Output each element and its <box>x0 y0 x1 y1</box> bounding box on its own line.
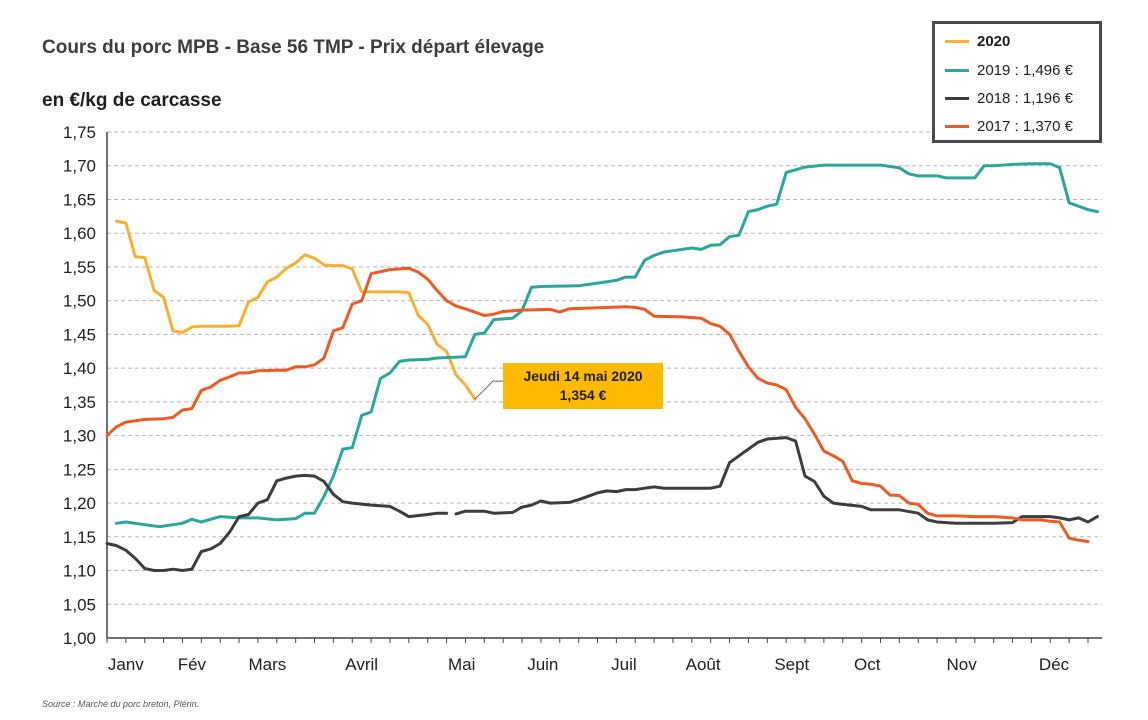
axes <box>106 132 1102 643</box>
x-month-label: Mai <box>448 655 475 674</box>
legend-label-2020: 2020 <box>977 32 1011 50</box>
callout-value: 1,354 € <box>559 387 607 403</box>
legend: 2020 2019 : 1,496 € 2018 : 1,196 € 2017 … <box>932 21 1102 143</box>
y-tick-label: 1,70 <box>63 157 96 176</box>
series-line <box>105 473 449 572</box>
y-tick-label: 1,00 <box>63 629 96 648</box>
y-tick-label: 1,30 <box>63 427 96 446</box>
callout-leader <box>474 380 503 400</box>
series-line <box>105 266 1090 543</box>
y-tick-label: 1,05 <box>63 595 96 614</box>
x-month-label: Juin <box>527 655 558 674</box>
legend-item-2020: 2020 <box>945 29 1010 53</box>
legend-swatch-2017 <box>945 124 969 128</box>
callout-date: Jeudi 14 mai 2020 <box>523 368 643 384</box>
y-tick-label: 1,25 <box>63 460 96 479</box>
series-line <box>114 162 1099 529</box>
x-month-label: Mars <box>248 655 286 674</box>
x-month-labels: Janv Fév Mars Avril Mai Juin Juil Août Sept Oct No… <box>108 655 1070 674</box>
legend-label-2019: 2019 : 1,496 € <box>977 61 1073 79</box>
x-month-label: Juil <box>611 655 637 674</box>
legend-item-2019: 2019 : 1,496 € <box>945 58 1073 82</box>
x-month-label: Déc <box>1039 655 1070 674</box>
y-tick-labels: 1,00 1,05 1,10 1,15 1,20 1,25 1,30 1,35 1,40 1,45… <box>63 123 96 648</box>
y-tick-label: 1,75 <box>63 123 96 142</box>
y-tick-label: 1,60 <box>63 224 96 243</box>
legend-label-2017: 2017 : 1,370 € <box>977 117 1073 135</box>
x-month-label: Août <box>686 655 721 674</box>
source-note: Source : Marché du porc breton, Plérin. <box>42 699 200 709</box>
x-month-label: Avril <box>345 655 378 674</box>
y-tick-label: 1,10 <box>63 562 96 581</box>
x-month-label: Janv <box>108 655 144 674</box>
page-title: Cours du porc MPB - Base 56 TMP - Prix d… <box>42 37 545 58</box>
x-month-label: Nov <box>946 655 977 674</box>
y-tick-label: 1,45 <box>63 325 96 344</box>
y-tick-label: 1,15 <box>63 528 96 547</box>
legend-item-2018: 2018 : 1,196 € <box>945 86 1073 110</box>
x-month-label: Sept <box>774 655 809 674</box>
x-month-label: Oct <box>854 655 881 674</box>
y-tick-label: 1,55 <box>63 258 96 277</box>
legend-swatch-2020 <box>945 39 969 43</box>
legend-item-2017: 2017 : 1,370 € <box>945 114 1073 138</box>
y-axis-unit-label: en €/kg de carcasse <box>42 90 222 111</box>
series-lines <box>105 162 1099 572</box>
y-tick-label: 1,40 <box>63 359 96 378</box>
series-line <box>454 436 1099 525</box>
legend-swatch-2018 <box>945 96 969 100</box>
callout-leader-line <box>474 380 503 400</box>
y-tick-label: 1,50 <box>63 292 96 311</box>
x-month-label: Fév <box>178 655 207 674</box>
callout-box: Jeudi 14 mai 2020 1,354 € <box>503 363 663 409</box>
series-line <box>114 219 477 401</box>
y-tick-label: 1,35 <box>63 393 96 412</box>
y-tick-label: 1,65 <box>63 190 96 209</box>
legend-swatch-2019 <box>945 68 969 72</box>
legend-label-2018: 2018 : 1,196 € <box>977 89 1073 107</box>
y-tick-label: 1,20 <box>63 494 96 513</box>
